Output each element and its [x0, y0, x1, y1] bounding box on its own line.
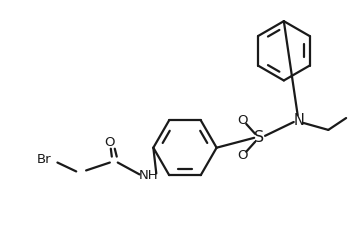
Text: S: S [254, 130, 264, 145]
Text: O: O [237, 149, 248, 162]
Text: O: O [104, 136, 115, 149]
Text: NH: NH [139, 169, 158, 182]
Text: Br: Br [36, 153, 51, 166]
Text: N: N [293, 112, 304, 128]
Text: O: O [237, 113, 248, 127]
